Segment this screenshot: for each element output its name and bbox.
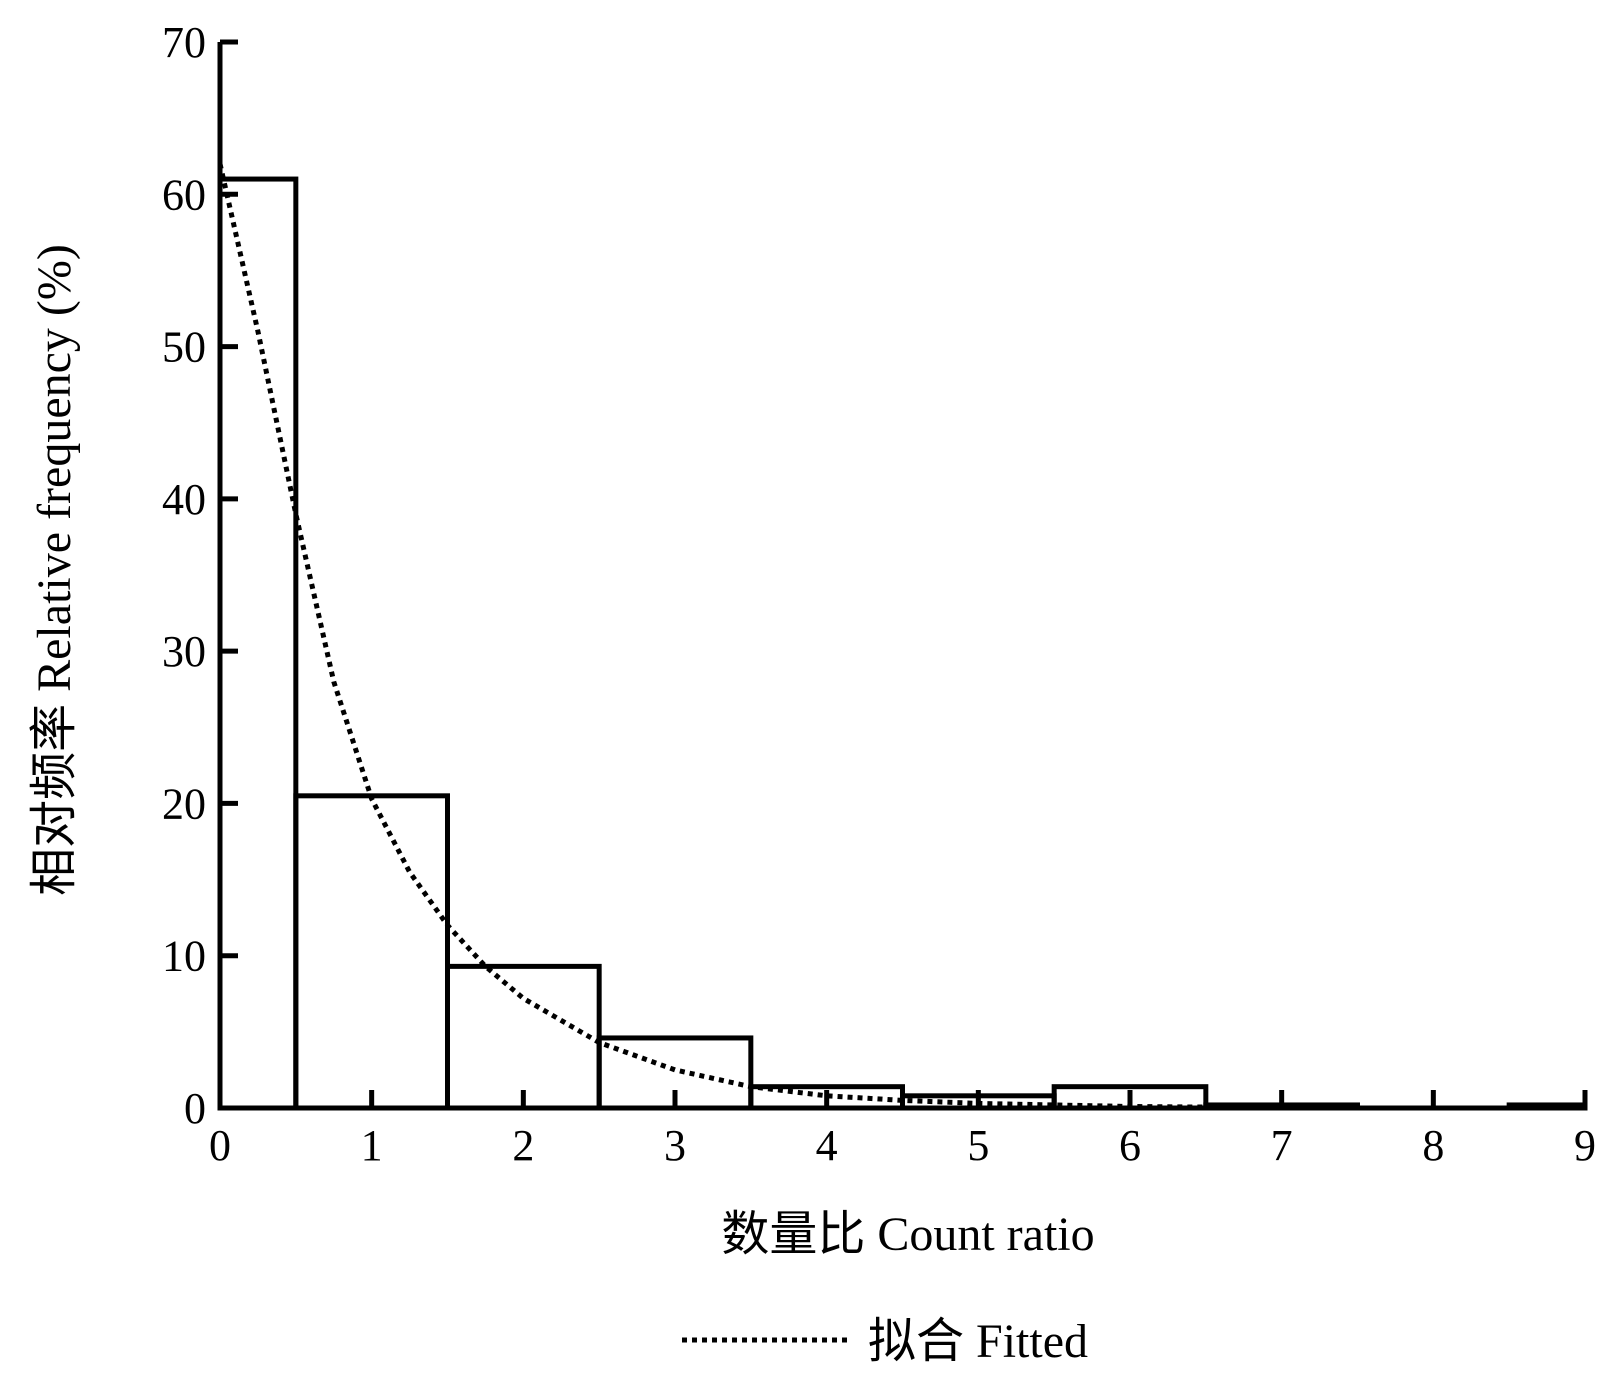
legend-fitted-label: 拟合 Fitted bbox=[868, 1315, 1088, 1368]
x-tick-label-9: 9 bbox=[1574, 1121, 1596, 1170]
axes bbox=[217, 42, 1585, 1111]
x-tick-label-3: 3 bbox=[664, 1121, 686, 1170]
histogram-bar-0 bbox=[217, 176, 299, 1111]
y-tick-label-60: 60 bbox=[162, 170, 206, 219]
y-tick-label-0: 0 bbox=[184, 1084, 206, 1133]
histogram-bar-2 bbox=[445, 963, 602, 1111]
x-axis-title: 数量比 Count ratio bbox=[721, 1208, 1094, 1261]
y-tick-label-70: 70 bbox=[162, 18, 206, 67]
x-tick-label-1: 1 bbox=[361, 1121, 383, 1170]
x-tick-label-4: 4 bbox=[816, 1121, 838, 1170]
y-tick-label-30: 30 bbox=[162, 627, 206, 676]
y-axis-title: 相对频率 Relative frequency (%) bbox=[28, 244, 81, 896]
x-tick-label-7: 7 bbox=[1271, 1121, 1293, 1170]
y-tick-label-10: 10 bbox=[162, 932, 206, 981]
x-tick-label-2: 2 bbox=[512, 1121, 534, 1170]
x-tick-label-6: 6 bbox=[1119, 1121, 1141, 1170]
ticks: 0 10 20 30 40 50 60 70 0 1 2 3 4 5 6 7 8 9 bbox=[162, 18, 1596, 1170]
x-tick-label-0: 0 bbox=[209, 1121, 231, 1170]
fitted-curve-line bbox=[217, 163, 1282, 1111]
legend: 拟合 Fitted bbox=[682, 1315, 1088, 1368]
x-tick-label-8: 8 bbox=[1422, 1121, 1444, 1170]
histogram-bars bbox=[217, 176, 1588, 1111]
histogram-bar-1 bbox=[293, 793, 451, 1111]
y-tick-label-50: 50 bbox=[162, 323, 206, 372]
y-tick-label-20: 20 bbox=[162, 779, 206, 828]
y-tick-label-40: 40 bbox=[162, 475, 206, 524]
x-tick-label-5: 5 bbox=[967, 1121, 989, 1170]
fitted-curve-group bbox=[217, 163, 1282, 1111]
